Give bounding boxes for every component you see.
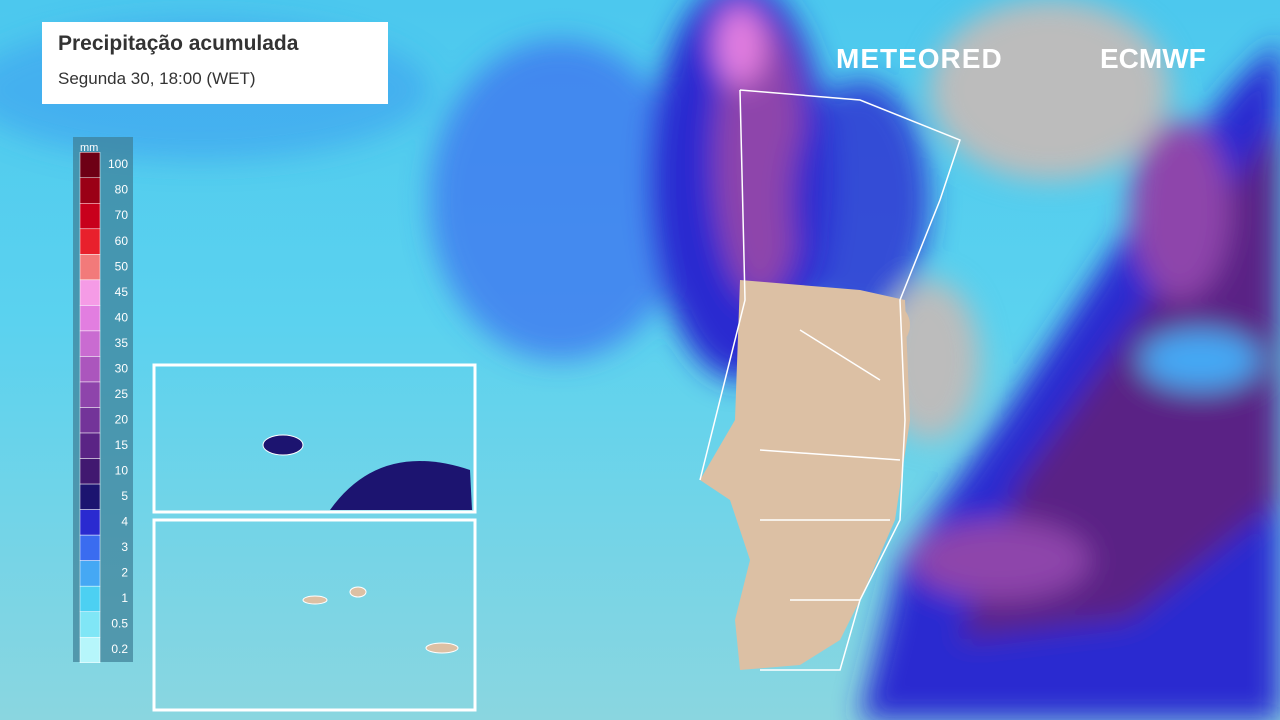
legend-swatch	[79, 407, 101, 434]
legend-swatch	[79, 356, 101, 383]
legend-swatch	[79, 228, 101, 255]
land	[840, 297, 910, 353]
legend-swatch	[79, 381, 101, 408]
legend-unit: mm	[80, 142, 98, 154]
legend-label: 50	[115, 259, 129, 273]
legend-label: 100	[108, 157, 128, 171]
legend-swatch	[79, 151, 101, 179]
legend-label: 45	[115, 285, 129, 299]
island	[349, 586, 367, 598]
legend-swatch	[79, 534, 101, 561]
legend-label: 0.2	[111, 642, 128, 656]
legend-label: 5	[121, 489, 128, 503]
legend-swatch	[79, 585, 101, 612]
legend-swatch	[79, 560, 101, 587]
legend-swatch	[79, 330, 101, 357]
legend-swatch	[79, 203, 101, 230]
legend-label: 1	[121, 591, 128, 605]
logo: ECMWF	[1100, 43, 1206, 74]
legend-swatch	[79, 305, 101, 332]
legend-swatch	[79, 177, 101, 204]
legend-swatch	[79, 509, 101, 536]
logo: METEORED	[836, 43, 1003, 74]
legend-label: 25	[115, 387, 129, 401]
legend-swatch	[79, 254, 101, 281]
land	[700, 280, 910, 670]
title: Precipitação acumulada	[58, 32, 299, 55]
legend-label: 15	[115, 438, 129, 452]
legend-label: 20	[115, 412, 129, 426]
legend-swatch	[79, 611, 101, 638]
island	[302, 595, 328, 605]
borders	[699, 89, 961, 671]
legend-label: 35	[115, 336, 129, 350]
legend-swatch	[79, 279, 101, 306]
legend: mm 100 80 70 60 50 45 40 35 30 25 20 15 10 5 4 3 2 1 0.5 0.…	[73, 137, 133, 664]
legend-label: 80	[115, 183, 129, 197]
legend-label: 30	[115, 361, 129, 375]
title-box: Precipitação acumulada Segunda 30, 18:00…	[42, 22, 388, 104]
legend-swatch	[79, 432, 101, 459]
island	[262, 434, 304, 456]
legend-label: 2	[121, 566, 128, 580]
inset-madeira	[152, 363, 477, 514]
legend-label: 60	[115, 234, 129, 248]
legend-swatch	[79, 458, 101, 485]
legend-label: 40	[115, 310, 129, 324]
legend-swatch	[79, 483, 101, 510]
subtitle: Segunda 30, 18:00 (WET)	[58, 69, 256, 88]
inset-precip	[330, 461, 472, 510]
legend-label: 70	[115, 208, 129, 222]
island	[425, 642, 459, 654]
legend-label: 10	[115, 463, 129, 477]
legend-swatch	[79, 636, 101, 664]
legend-label: 4	[121, 515, 128, 529]
legend-label: 3	[121, 540, 128, 554]
inset-azores	[152, 518, 477, 712]
legend-label: 0.5	[111, 617, 128, 631]
